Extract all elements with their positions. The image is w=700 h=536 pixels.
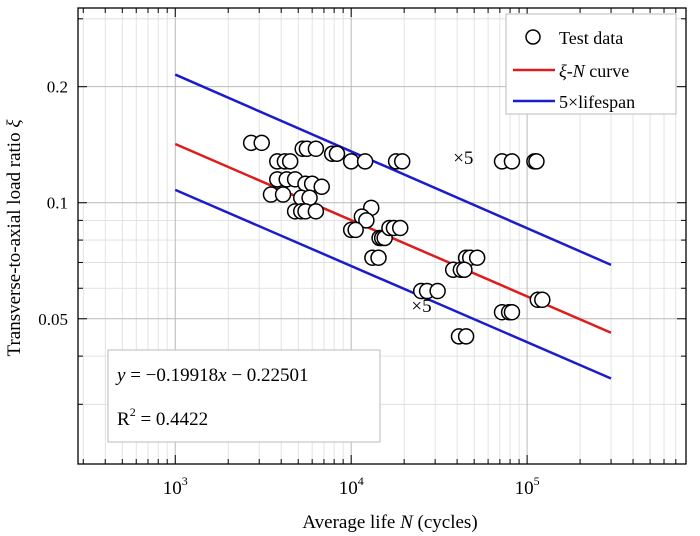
x-tick-label: 104 — [339, 474, 364, 499]
data-points — [242, 134, 551, 345]
tick-labels: 103 104 105 0.05 0.1 0.2 — [38, 78, 539, 499]
regression-equation: y = −0.19918x − 0.22501 — [115, 365, 309, 386]
data-point — [281, 153, 299, 170]
legend-label-fit: ξ-N curve — [559, 61, 629, 81]
lifespan-band-line — [174, 188, 612, 380]
equation-box: y = −0.19918x − 0.22501 R2 = 0.4422 — [107, 349, 381, 443]
data-point — [342, 153, 360, 170]
lifespan-band-line — [174, 73, 612, 266]
data-point — [301, 189, 318, 207]
y-tick-label: 0.05 — [38, 310, 68, 329]
data-point — [370, 249, 387, 266]
data-point — [347, 221, 364, 239]
data-point — [307, 203, 325, 220]
y-axis-label: Transverse-to-axial load ratio ξ — [4, 119, 25, 357]
data-point — [313, 178, 330, 196]
annotation-times-five: ×5 — [411, 296, 431, 317]
legend-label-test-data: Test data — [559, 28, 623, 48]
data-point — [534, 291, 551, 309]
legend: Test data ξ-N curve 5×lifespan — [505, 13, 677, 115]
data-point — [253, 134, 270, 152]
data-point — [393, 153, 411, 170]
data-point — [456, 261, 473, 279]
x-tick-label: 103 — [163, 474, 188, 499]
data-point — [503, 303, 521, 321]
r-squared: R2 = 0.4422 — [117, 405, 208, 430]
annotation-times-five: ×5 — [453, 148, 473, 169]
plot-frame — [77, 7, 687, 465]
y-tick-label: 0.1 — [47, 194, 68, 213]
y-tick-label: 0.2 — [47, 78, 68, 97]
annotations: ×5 ×5 — [411, 148, 473, 317]
data-point — [391, 219, 409, 237]
data-point — [429, 282, 446, 300]
data-point — [358, 212, 375, 229]
data-point — [328, 145, 346, 162]
data-point — [503, 153, 521, 170]
x-axis-label: Average life N (cycles) — [302, 512, 477, 533]
legend-label-band: 5×lifespan — [559, 92, 635, 112]
data-point — [528, 153, 545, 170]
data-point — [457, 328, 475, 345]
data-point — [356, 153, 374, 170]
data-point — [274, 186, 292, 203]
data-point — [307, 140, 325, 158]
data-point — [468, 249, 486, 266]
x-tick-label: 105 — [515, 474, 540, 499]
legend-marker-test-data — [525, 29, 541, 45]
